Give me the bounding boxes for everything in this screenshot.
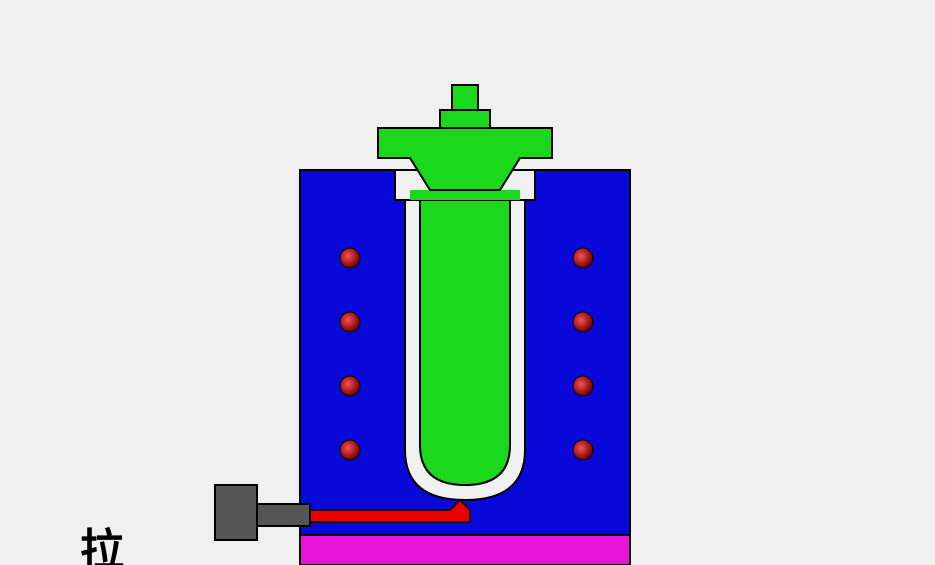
heater-left-3 — [340, 376, 360, 396]
heater-right-2 — [573, 312, 593, 332]
nozzle-block — [215, 485, 257, 540]
core-collar-insert — [410, 190, 520, 200]
heater-right-1 — [573, 248, 593, 268]
heater-left-4 — [340, 440, 360, 460]
core-top-mid — [440, 110, 490, 128]
base-plate — [300, 535, 630, 565]
heater-right-3 — [573, 376, 593, 396]
core-body — [420, 200, 510, 485]
core-top-small — [452, 85, 478, 110]
diagram-label: 拉 — [80, 526, 124, 565]
mold-cross-section-diagram: 拉 — [0, 0, 935, 565]
nozzle-barrel — [257, 504, 310, 526]
heater-left-1 — [340, 248, 360, 268]
heater-left-2 — [340, 312, 360, 332]
heater-right-4 — [573, 440, 593, 460]
